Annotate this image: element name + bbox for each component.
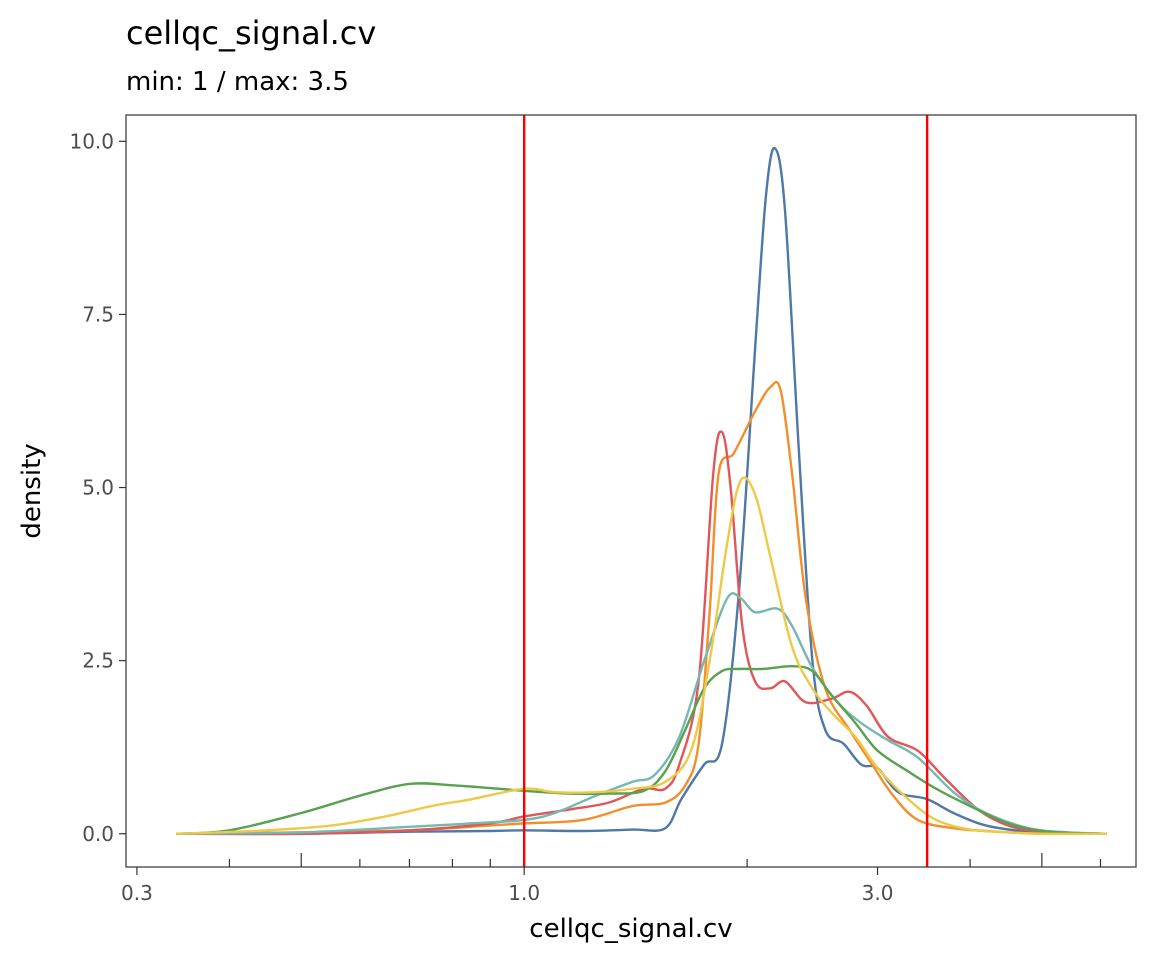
series-lines [175, 147, 1108, 836]
x-tick-label: 1.0 [508, 881, 540, 905]
chart-subtitle: min: 1 / max: 3.5 [126, 67, 349, 97]
density-line-4 [175, 591, 1108, 835]
y-tick-label: 5.0 [82, 476, 114, 500]
density-line-6 [175, 476, 1108, 836]
x-axis-title: cellqc_signal.cv [529, 914, 732, 944]
y-tick-label: 10.0 [69, 129, 114, 153]
y-axis-title: density [17, 443, 47, 538]
x-tick-label: 0.3 [121, 881, 153, 905]
density-line-2 [175, 380, 1108, 836]
threshold-lines [522, 115, 929, 867]
density-line-1 [175, 147, 1108, 836]
density-line-5 [175, 664, 1108, 835]
plot-panel [125, 114, 1137, 868]
y-tick-label: 2.5 [82, 649, 114, 673]
x-axis: 0.3 1.0 3.0 [121, 853, 1102, 905]
x-tick-label: 3.0 [862, 881, 894, 905]
y-tick-label: 7.5 [82, 302, 114, 326]
y-tick-label: 0.0 [82, 822, 114, 846]
y-axis: 0.0 2.5 5.0 7.5 10.0 [69, 129, 126, 846]
density-line-3 [175, 430, 1108, 836]
chart-title: cellqc_signal.cv [126, 14, 376, 52]
